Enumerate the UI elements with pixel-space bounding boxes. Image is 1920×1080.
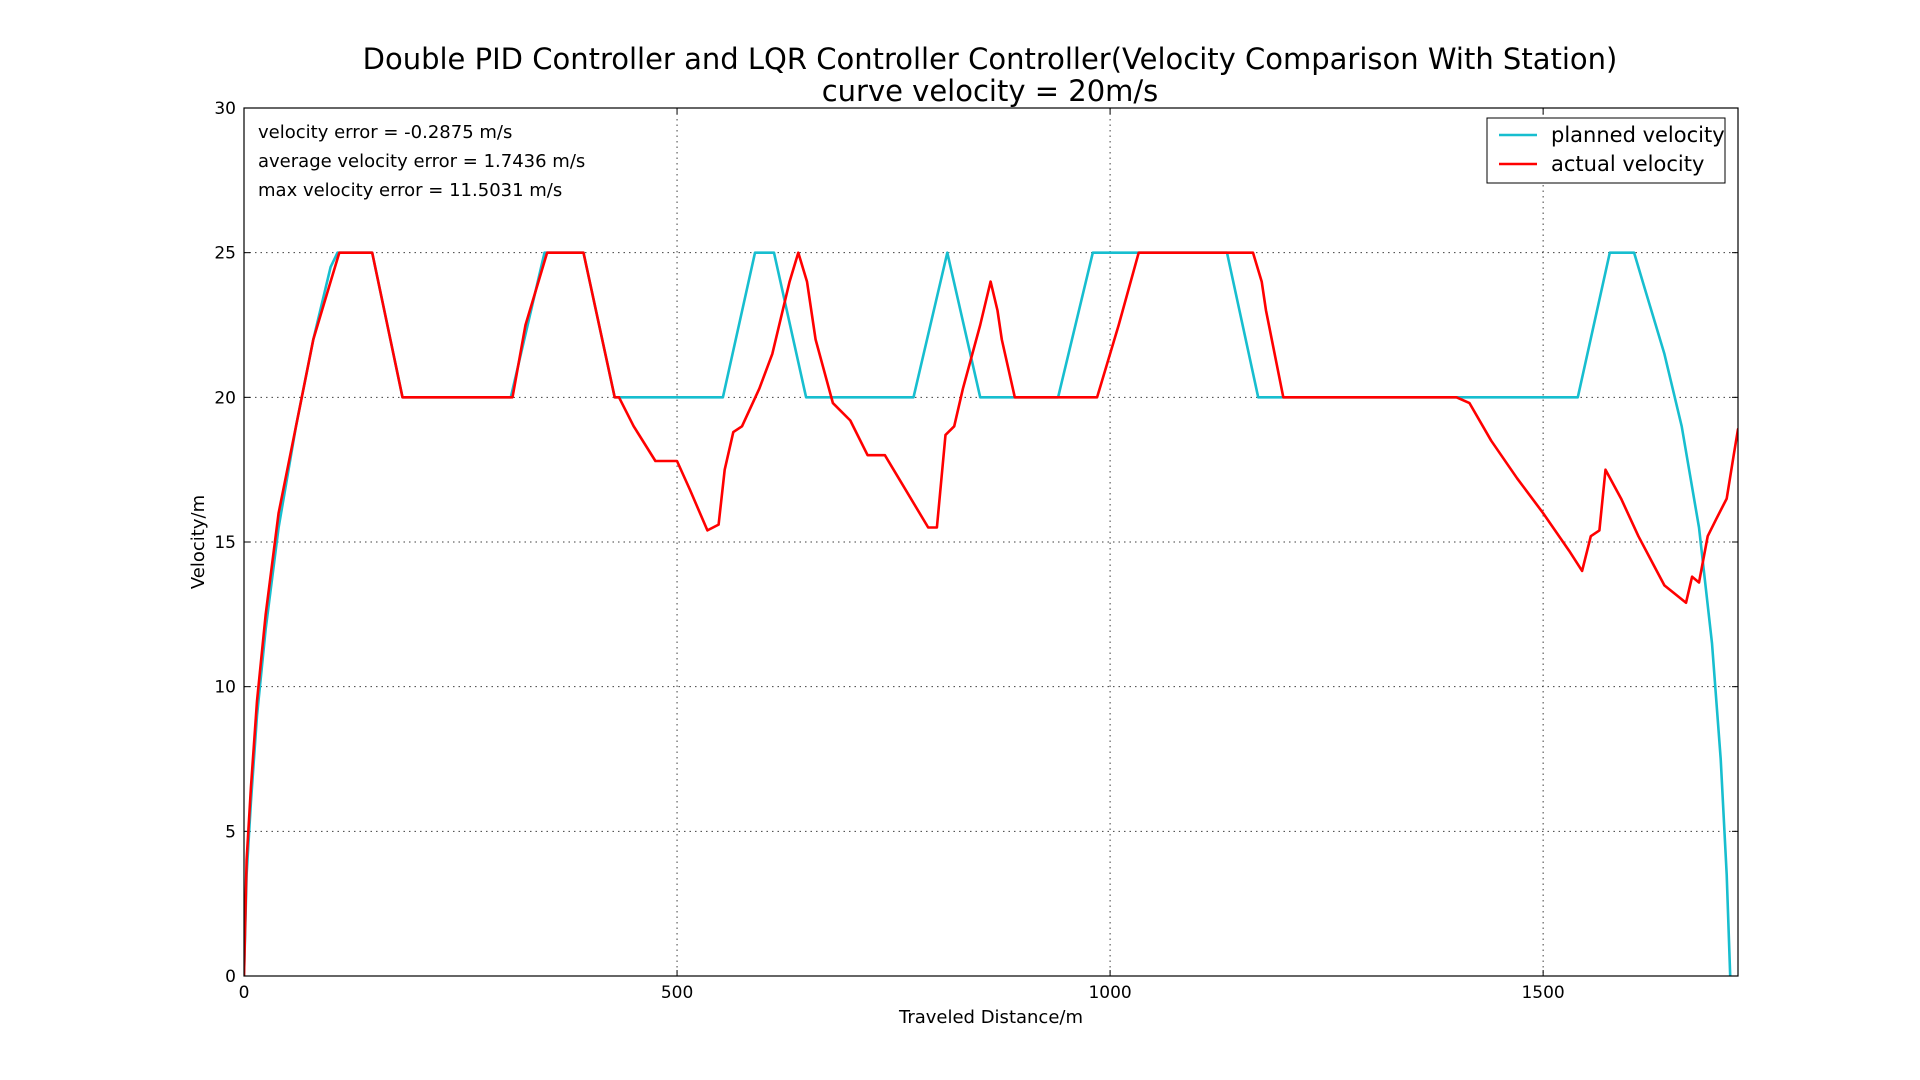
legend-box: [1486, 117, 1726, 184]
plot-frame: [243, 107, 1739, 977]
y-tick-label: 20: [214, 388, 236, 408]
stats-annotations: velocity error = -0.2875 m/s average vel…: [258, 122, 585, 201]
legend-label-actual-velocity: actual velocity: [1551, 152, 1704, 176]
y-tick-label: 5: [225, 822, 236, 842]
series-line-actual-velocity: [244, 251, 1738, 976]
axis-ticks: 0 500 1000 1500 0 5 10 15 20 25 30: [214, 99, 1738, 1003]
series-line-planned-velocity: [244, 251, 1732, 976]
series-lines: [244, 251, 1738, 976]
annotation-max-velocity-error: max velocity error = 11.5031 m/s: [258, 180, 562, 201]
legend-label-planned-velocity: planned velocity: [1551, 123, 1725, 147]
y-axis-label: Velocity/m: [188, 495, 209, 589]
x-tick-label: 500: [661, 983, 693, 1003]
y-tick-label: 15: [214, 533, 236, 553]
x-tick-label: 0: [239, 983, 250, 1003]
y-tick-label: 0: [225, 967, 236, 987]
chart-subtitle: curve velocity = 20m/s: [822, 74, 1159, 108]
x-tick-label: 1500: [1521, 983, 1564, 1003]
y-tick-label: 10: [214, 678, 236, 698]
legend: planned velocity actual velocity: [1486, 117, 1726, 184]
y-tick-label: 25: [214, 244, 236, 264]
annotation-velocity-error: velocity error = -0.2875 m/s: [258, 122, 512, 143]
chart-title: Double PID Controller and LQR Controller…: [363, 42, 1618, 76]
y-tick-label: 30: [214, 99, 236, 119]
x-tick-label: 1000: [1088, 983, 1131, 1003]
annotation-average-velocity-error: average velocity error = 1.7436 m/s: [258, 151, 585, 172]
x-axis-label: Traveled Distance/m: [898, 1007, 1083, 1028]
grid: [244, 108, 1738, 976]
